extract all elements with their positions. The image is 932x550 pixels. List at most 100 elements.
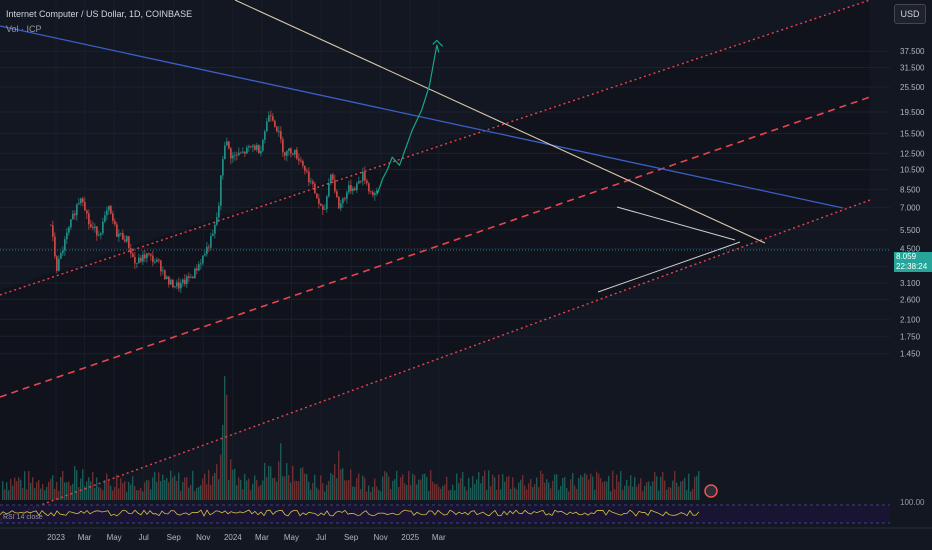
volume-bar [574,485,576,500]
volume-bar [346,480,348,500]
volume-bar [562,477,564,500]
candle-body [230,148,232,159]
volume-bar [190,485,192,500]
candle-body [144,254,146,259]
blue-trendline [0,25,844,209]
candle-body [180,282,182,289]
volume-bar [322,483,324,500]
candle-body [246,147,248,154]
candle-body [364,171,366,181]
volume-bar [86,481,88,500]
volume-bar [492,474,494,500]
volume-bar [32,477,34,500]
volume-bar [528,483,530,500]
volume-bar [282,475,284,500]
volume-bar [572,473,574,500]
candle-body [188,276,190,278]
volume-bar [104,480,106,500]
candle-body [268,115,270,122]
volume-bar [236,485,238,500]
volume-bar [100,488,102,500]
triangle-lower-line [597,241,741,293]
volume-bar [430,470,432,500]
volume-bar [272,478,274,500]
volume-indicator-label[interactable]: Vol · ICP [6,24,42,34]
volume-bar [526,489,528,500]
volume-bar [558,489,560,500]
volume-bar [576,488,578,500]
candle-body [256,145,258,150]
volume-bar [152,477,154,500]
volume-bar [186,477,188,500]
candle-body [226,141,228,146]
candle-body [248,146,250,148]
candle-body [204,253,206,256]
candle-body [138,257,140,264]
volume-bar [404,483,406,500]
volume-bar [546,479,548,500]
volume-bar [592,476,594,500]
volume-bar [500,489,502,500]
volume-bar [386,472,388,500]
volume-bar [258,486,260,500]
volume-bar [340,469,342,500]
volume-bar [504,481,506,500]
candle-body [82,198,84,203]
currency-selector[interactable]: USD [894,4,926,24]
volume-bar [264,462,266,500]
candle-body [320,203,322,206]
volume-bar [102,490,104,500]
volume-bar [510,489,512,500]
price-tick-label: 12.500 [900,149,925,158]
volume-bar [486,489,488,500]
volume-bar [632,486,634,500]
volume-bar [694,476,696,500]
candle-body [106,210,108,216]
candle-body [184,279,186,285]
candle-body [86,210,88,214]
volume-bar [292,465,294,500]
volume-bar [228,479,230,500]
volume-bar [14,477,16,500]
volume-bar [304,473,306,500]
volume-bar [302,467,304,500]
volume-bar [628,485,630,500]
volume-bar [336,478,338,500]
volume-bar [410,485,412,500]
volume-bar [382,476,384,500]
volume-bar [652,481,654,500]
volume-bar [208,469,210,500]
volume-bar [82,469,84,500]
volume-bar [226,394,228,500]
candle-body [210,236,212,248]
candle-body [76,204,78,216]
volume-bar [540,470,542,500]
volume-bar [580,475,582,500]
projection-arrowhead [432,39,444,47]
price-tick-label: 2.600 [900,295,921,304]
candle-body [112,213,114,221]
candle-body [356,183,358,191]
volume-bar [274,477,276,500]
volume-bar [76,470,78,500]
candle-body [342,198,344,204]
volume-bar [320,475,322,500]
volume-bar [610,491,612,500]
price-tick-label: 19.500 [900,108,925,117]
volume-bar [464,486,466,500]
volume-bar [164,480,166,500]
candle-body [168,276,170,285]
volume-bar [462,471,464,500]
volume-bar [538,487,540,500]
volume-bar [360,489,362,500]
candle-body [296,149,298,159]
volume-bar [566,487,568,500]
time-tick-label: Jul [316,533,326,542]
candle-body [270,115,272,117]
candle-body [146,253,148,259]
candle-body [234,154,236,156]
volume-bar [180,490,182,500]
volume-bar [88,477,90,500]
symbol-title[interactable]: Internet Computer / US Dollar, 1D, COINB… [6,9,193,19]
